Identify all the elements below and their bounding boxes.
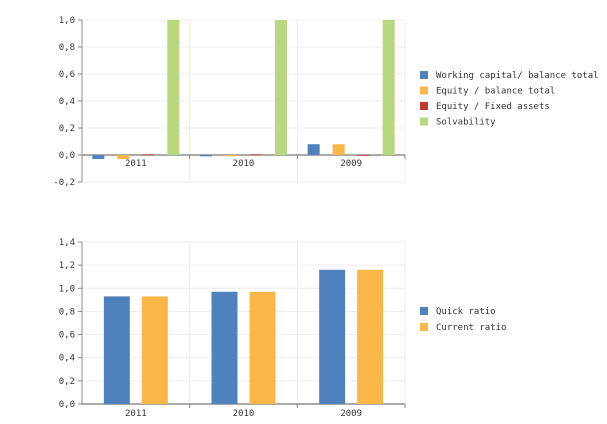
y-tick-label: 1,4 [59, 238, 75, 248]
bar [319, 269, 346, 404]
legend-label: Working capital/ balance total [436, 71, 599, 81]
y-tick-label: 1,0 [59, 284, 75, 294]
legend-label: Equity / Fixed assets [436, 102, 550, 112]
y-tick-label: 0,8 [59, 43, 75, 53]
x-tick-label: 2011 [125, 409, 147, 419]
bar [275, 20, 287, 155]
bar [250, 154, 262, 156]
chart-ratios-top: 1,0 0,8 0,6 0,4 0,2 0,0 -0,2 2011 2010 2009 Workin… [53, 16, 598, 188]
bar [117, 155, 130, 160]
bar [382, 20, 395, 155]
y-tick-label: -0,2 [53, 178, 75, 188]
y-tick-label: 0,4 [59, 97, 75, 107]
legend-swatch [420, 323, 428, 331]
bar [103, 296, 130, 404]
bar [200, 155, 212, 157]
bar [167, 20, 180, 155]
y-tick-label: 0,4 [59, 354, 75, 364]
legend-label: Current ratio [436, 323, 506, 333]
legend-swatch [420, 71, 428, 79]
legend-swatch [420, 307, 428, 315]
y-tick-label: 0,2 [59, 124, 75, 134]
y-tick-label: 0,0 [59, 400, 75, 410]
bar [92, 155, 105, 160]
bar [141, 296, 168, 404]
x-tick-label: 2011 [125, 159, 147, 169]
x-tick-label: 2009 [340, 159, 362, 169]
bar [142, 154, 155, 156]
legend-label: Equity / balance total [436, 87, 555, 97]
legend-swatch [420, 102, 428, 110]
x-tick-label: 2009 [340, 409, 362, 419]
bar [249, 291, 276, 404]
legend-label: Solvability [436, 118, 496, 128]
y-tick-label: 0,8 [59, 307, 75, 317]
bar [211, 291, 238, 404]
y-tick-label: 1,0 [59, 16, 75, 26]
legend-label: Quick ratio [436, 307, 496, 317]
y-tick-label: 0,6 [59, 70, 75, 80]
y-tick-label: 0,0 [59, 151, 75, 161]
bar [307, 144, 320, 155]
y-tick-label: 1,2 [59, 261, 75, 271]
bar [225, 155, 237, 157]
bar [332, 144, 345, 155]
y-tick-label: 0,6 [59, 331, 75, 341]
bar [357, 269, 384, 404]
legend-swatch [420, 117, 428, 126]
x-tick-label: 2010 [233, 159, 255, 169]
y-tick-label: 0,2 [59, 377, 75, 387]
chart-liquidity-bottom: 1,4 1,2 1,0 0,8 0,6 0,4 0,2 0,0 2011 2010 2009 Quic… [59, 238, 507, 419]
legend-swatch [420, 86, 428, 95]
x-tick-label: 2010 [233, 409, 255, 419]
bar [357, 155, 370, 156]
